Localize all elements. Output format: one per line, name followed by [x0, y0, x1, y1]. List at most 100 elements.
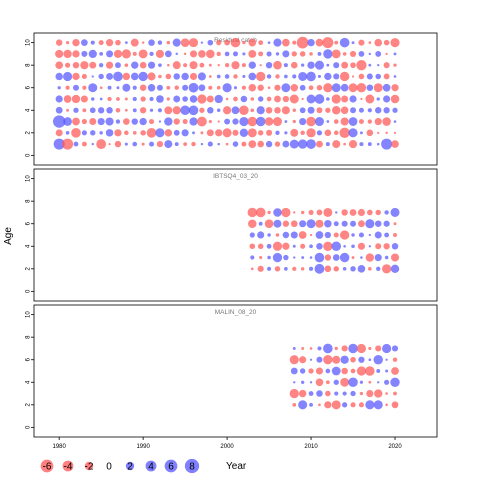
residual-bubble — [250, 108, 255, 113]
residual-bubble — [365, 94, 375, 104]
residual-bubble — [267, 233, 271, 237]
residual-bubble — [97, 117, 105, 126]
residual-bubble — [314, 263, 325, 274]
residual-bubble — [298, 389, 307, 398]
residual-bubble — [349, 50, 357, 57]
residual-bubble — [326, 63, 330, 67]
residual-bubble — [99, 86, 103, 90]
panel-title: MALIN_08_20 — [215, 309, 257, 316]
residual-bubble — [282, 140, 290, 148]
residual-bubble — [81, 141, 87, 147]
residual-bubble — [281, 83, 291, 93]
residual-bubble — [81, 73, 87, 80]
residual-bubble — [339, 71, 350, 82]
residual-bubble — [390, 253, 400, 262]
residual-bubble — [331, 400, 341, 410]
residual-bubble — [208, 85, 213, 90]
legend-label: 2 — [127, 462, 133, 473]
residual-bubble — [332, 355, 341, 364]
residual-bubble — [306, 71, 316, 82]
residual-bubble — [105, 39, 114, 47]
residual-bubble — [224, 39, 230, 46]
residual-bubble — [96, 139, 107, 150]
residual-bubble — [266, 74, 272, 79]
residual-bubble — [375, 50, 382, 57]
residual-bubble — [224, 74, 230, 79]
residual-bubble — [315, 231, 324, 239]
residual-bubble — [301, 97, 304, 101]
residual-bubble — [63, 117, 72, 126]
residual-bubble — [342, 391, 347, 396]
residual-bubble — [138, 71, 148, 82]
residual-bubble — [299, 356, 307, 364]
residual-bubble — [141, 142, 145, 146]
residual-bubble — [300, 243, 306, 249]
residual-bubble — [331, 241, 342, 252]
residual-bubble — [391, 367, 399, 375]
residual-bubble — [293, 256, 296, 259]
residual-bubble — [334, 40, 339, 45]
residual-bubble — [232, 118, 239, 125]
residual-bubble — [323, 207, 333, 217]
residual-bubble — [173, 129, 180, 136]
bubbles-group — [247, 207, 400, 274]
residual-bubble — [350, 402, 356, 408]
residual-bubble — [289, 388, 299, 399]
residual-bubble — [368, 346, 372, 351]
residual-bubble — [316, 140, 323, 148]
residual-bubble — [383, 95, 391, 103]
residual-bubble — [188, 38, 199, 48]
residual-bubble — [257, 265, 264, 272]
residual-bubble — [365, 219, 375, 229]
residual-bubble — [359, 142, 364, 147]
residual-bubble — [173, 73, 180, 80]
residual-bubble — [167, 63, 170, 67]
residual-bubble — [385, 52, 388, 56]
x-axis-label: Year — [226, 461, 247, 472]
residual-bubble — [155, 49, 165, 58]
residual-bubble — [376, 97, 380, 101]
residual-bubble — [390, 38, 400, 48]
residual-bubble — [334, 391, 339, 396]
residual-bubble — [350, 107, 357, 114]
residual-bubble — [72, 84, 80, 91]
residual-bubble — [73, 141, 79, 147]
residual-bubble — [165, 73, 172, 80]
residual-bubble — [382, 117, 391, 126]
residual-bubble — [239, 128, 249, 138]
residual-bubble — [197, 94, 207, 104]
residual-bubble — [197, 116, 207, 127]
residual-bubble — [290, 220, 298, 228]
residual-bubble — [156, 95, 164, 103]
x-tick-label: 1980 — [53, 444, 67, 450]
residual-bubble — [230, 37, 241, 48]
residual-bubble — [390, 207, 400, 217]
y-tick-label: 2 — [26, 266, 32, 270]
residual-bubble — [383, 107, 390, 114]
residual-bubble — [164, 129, 173, 137]
residual-bubble — [124, 142, 128, 146]
residual-bubble — [248, 140, 257, 148]
residual-bubble — [324, 401, 332, 409]
residual-bubble — [81, 39, 88, 46]
residual-bubble — [339, 37, 350, 48]
residual-bubble — [180, 38, 190, 47]
residual-bubble — [374, 389, 383, 398]
residual-bubble — [200, 142, 204, 146]
residual-bubble — [348, 83, 358, 93]
residual-bubble — [248, 49, 257, 58]
residual-bubble — [247, 116, 258, 127]
residual-bubble — [98, 73, 104, 80]
residual-bubble — [358, 51, 365, 57]
residual-bubble — [166, 40, 171, 45]
legend-bubble — [84, 461, 94, 471]
residual-bubble — [174, 142, 179, 147]
residual-bubble — [348, 140, 358, 149]
residual-bubble — [174, 85, 179, 90]
x-tick-label: 2020 — [388, 444, 402, 450]
residual-bubble — [122, 72, 131, 81]
residual-bubble — [105, 117, 114, 126]
residual-bubble — [241, 141, 247, 147]
residual-bubble — [356, 366, 367, 376]
residual-bubble — [132, 96, 137, 102]
